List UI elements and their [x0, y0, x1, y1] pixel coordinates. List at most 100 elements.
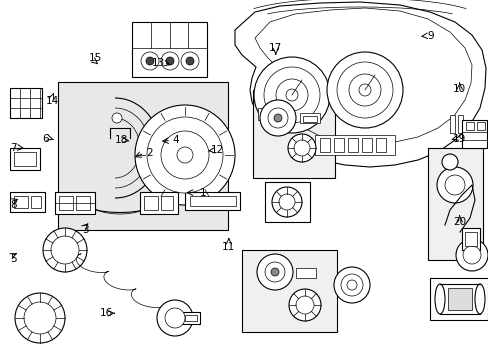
- Circle shape: [112, 113, 122, 123]
- Bar: [10, 148, 40, 170]
- Ellipse shape: [434, 284, 444, 314]
- Bar: [333, 138, 343, 152]
- Text: 3: 3: [82, 225, 89, 235]
- Circle shape: [287, 134, 315, 162]
- Circle shape: [185, 57, 194, 65]
- Text: 9: 9: [426, 31, 433, 41]
- Bar: [295, 268, 315, 278]
- Circle shape: [333, 267, 369, 303]
- Bar: [461, 228, 479, 250]
- Circle shape: [279, 194, 294, 210]
- Bar: [10, 192, 45, 212]
- Circle shape: [260, 100, 295, 136]
- Text: 19: 19: [452, 134, 466, 144]
- Bar: [303, 116, 316, 122]
- Circle shape: [326, 52, 402, 128]
- Bar: [190, 196, 236, 206]
- Bar: [375, 138, 385, 152]
- Bar: [140, 192, 178, 214]
- Ellipse shape: [474, 284, 484, 314]
- Text: 14: 14: [45, 96, 59, 106]
- Text: 8: 8: [10, 200, 17, 210]
- Bar: [461, 120, 486, 148]
- Bar: [252, 90, 334, 178]
- Circle shape: [24, 302, 56, 334]
- Circle shape: [257, 254, 292, 290]
- Circle shape: [135, 105, 235, 205]
- Circle shape: [164, 308, 184, 328]
- Text: 18: 18: [114, 135, 128, 145]
- Bar: [361, 138, 371, 152]
- Circle shape: [43, 228, 87, 272]
- Circle shape: [177, 147, 193, 163]
- Circle shape: [295, 296, 313, 314]
- Circle shape: [346, 280, 356, 290]
- Text: 17: 17: [268, 42, 282, 53]
- Text: 2: 2: [145, 148, 152, 158]
- Bar: [31, 196, 41, 208]
- Bar: [143, 196, 158, 210]
- Circle shape: [275, 79, 307, 111]
- Circle shape: [436, 167, 472, 203]
- Circle shape: [358, 84, 370, 96]
- Circle shape: [270, 268, 279, 276]
- Bar: [161, 196, 173, 210]
- Bar: [184, 315, 197, 321]
- Bar: [59, 196, 73, 210]
- Circle shape: [51, 236, 79, 264]
- Text: 12: 12: [210, 145, 224, 156]
- Circle shape: [336, 62, 392, 118]
- Circle shape: [264, 262, 285, 282]
- Bar: [319, 138, 329, 152]
- Text: 1: 1: [199, 188, 206, 198]
- Circle shape: [348, 74, 380, 106]
- Bar: [182, 312, 200, 324]
- Bar: [429, 278, 487, 320]
- Polygon shape: [235, 2, 485, 167]
- Bar: [242, 250, 336, 332]
- Bar: [184, 192, 240, 210]
- Bar: [58, 82, 227, 230]
- Text: 4: 4: [172, 135, 179, 145]
- Bar: [299, 113, 319, 123]
- Bar: [427, 148, 482, 260]
- Circle shape: [293, 140, 309, 156]
- Text: 5: 5: [10, 254, 17, 264]
- Bar: [314, 135, 394, 155]
- Circle shape: [15, 293, 65, 343]
- Circle shape: [161, 131, 208, 179]
- Bar: [132, 22, 206, 77]
- Bar: [76, 196, 90, 210]
- Bar: [476, 122, 484, 130]
- Circle shape: [141, 52, 159, 70]
- Circle shape: [253, 57, 329, 133]
- Circle shape: [161, 52, 179, 70]
- Bar: [347, 138, 357, 152]
- Bar: [258, 108, 262, 120]
- Circle shape: [146, 57, 154, 65]
- Bar: [269, 108, 273, 120]
- Circle shape: [181, 52, 199, 70]
- Bar: [447, 288, 471, 310]
- Text: 16: 16: [100, 308, 113, 318]
- Circle shape: [271, 187, 302, 217]
- Circle shape: [288, 289, 320, 321]
- Bar: [457, 115, 462, 133]
- Circle shape: [264, 67, 319, 123]
- Text: 6: 6: [42, 134, 49, 144]
- Bar: [10, 88, 42, 118]
- Text: 7: 7: [10, 143, 17, 153]
- Circle shape: [462, 246, 480, 264]
- Text: 11: 11: [222, 242, 235, 252]
- Bar: [464, 232, 476, 246]
- Circle shape: [165, 57, 174, 65]
- Circle shape: [267, 108, 287, 128]
- Circle shape: [147, 117, 223, 193]
- Text: 10: 10: [452, 84, 465, 94]
- Text: 13: 13: [152, 58, 165, 68]
- Circle shape: [273, 114, 282, 122]
- Circle shape: [340, 274, 362, 296]
- Bar: [55, 192, 95, 214]
- Bar: [264, 182, 309, 222]
- Bar: [14, 152, 36, 166]
